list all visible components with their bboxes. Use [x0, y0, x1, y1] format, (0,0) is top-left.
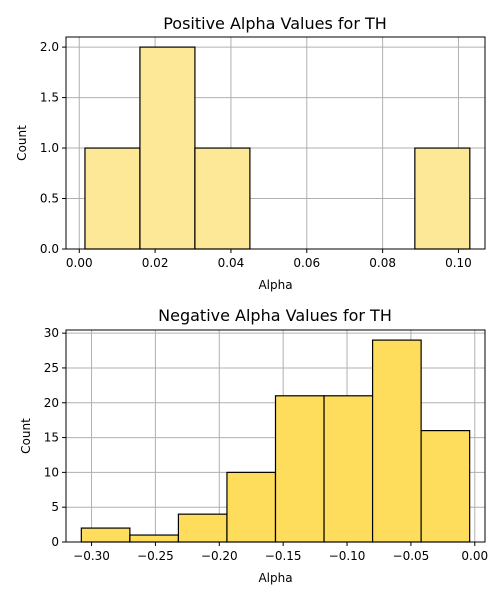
- positive-alpha-histogram: Positive Alpha Values for TH 0.00 0.02 0.0…: [15, 14, 486, 292]
- bars: [84, 46, 471, 250]
- chart-title: Negative Alpha Values for TH: [158, 306, 392, 325]
- y-axis-label: Count: [15, 125, 29, 161]
- x-axis-label: Alpha: [258, 571, 292, 585]
- y-tick-label: 15: [44, 431, 59, 445]
- histogram-bar: [274, 395, 325, 543]
- y-tick-label: 5: [51, 500, 59, 514]
- x-tick-label: 0.04: [218, 256, 245, 270]
- y-tick-label: 0.5: [40, 192, 59, 206]
- histogram-bar: [194, 147, 251, 250]
- ticks: −0.30 −0.25 −0.20 −0.15 −0.10 −0.05 0.00 0 5 10 15…: [44, 326, 488, 563]
- histogram-bar: [420, 430, 471, 543]
- histogram-bar: [177, 513, 228, 543]
- x-tick-label: 0.02: [142, 256, 169, 270]
- chart-title: Positive Alpha Values for TH: [163, 14, 387, 33]
- x-tick-label: −0.15: [265, 549, 302, 563]
- x-tick-label: 0.08: [369, 256, 396, 270]
- y-tick-label: 25: [44, 361, 59, 375]
- y-tick-label: 2.0: [40, 40, 59, 54]
- histogram-bar: [139, 46, 196, 250]
- histogram-bar: [323, 395, 374, 543]
- histogram-bar: [414, 147, 471, 250]
- histogram-bar: [84, 147, 141, 250]
- x-tick-label: 0.00: [66, 256, 93, 270]
- y-tick-label: 1.5: [40, 91, 59, 105]
- x-axis-label: Alpha: [258, 278, 292, 292]
- x-tick-label: −0.30: [73, 549, 110, 563]
- plot-frame: [65, 36, 486, 250]
- y-axis-label: Count: [19, 418, 33, 454]
- y-tick-label: 1.0: [40, 141, 59, 155]
- negative-alpha-histogram: Negative Alpha Values for TH −0.30 −0.25−…: [19, 306, 488, 585]
- bars: [80, 339, 471, 543]
- y-tick-label: 30: [44, 326, 59, 340]
- x-tick-label: 0.00: [461, 549, 488, 563]
- y-tick-label: 10: [44, 465, 59, 479]
- x-tick-label: −0.20: [201, 549, 238, 563]
- y-tick-label: 20: [44, 396, 59, 410]
- x-tick-label: −0.10: [329, 549, 366, 563]
- x-tick-label: 0.06: [293, 256, 320, 270]
- histogram-bar: [371, 339, 422, 543]
- x-tick-label: −0.05: [393, 549, 430, 563]
- x-tick-label: −0.25: [137, 549, 174, 563]
- ticks: 0.00 0.02 0.04 0.06 0.08 0.10 0.0 0.5 1.0 1.5 2.0: [40, 40, 472, 270]
- y-tick-label: 0: [51, 535, 59, 549]
- histogram-bar: [226, 471, 277, 543]
- x-tick-label: 0.10: [445, 256, 472, 270]
- histogram-bar: [129, 534, 180, 543]
- plot-frame: [65, 329, 486, 543]
- y-tick-label: 0.0: [40, 242, 59, 256]
- histogram-bar: [80, 527, 131, 543]
